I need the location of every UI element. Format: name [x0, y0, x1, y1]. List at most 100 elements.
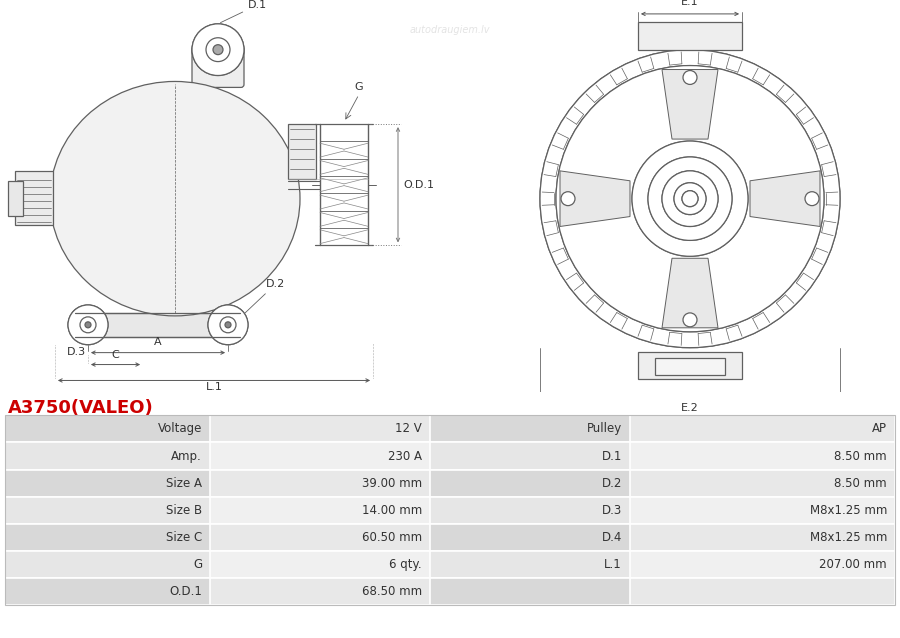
Circle shape [805, 191, 819, 205]
Text: 207.00 mm: 207.00 mm [819, 558, 887, 571]
Polygon shape [588, 97, 653, 162]
Text: Size B: Size B [166, 503, 202, 517]
Circle shape [648, 157, 732, 241]
Text: E.1: E.1 [681, 0, 698, 7]
Bar [8, 181, 23, 216]
Circle shape [540, 50, 840, 348]
Bar [5, 443, 210, 470]
Bar [638, 352, 742, 380]
Polygon shape [560, 171, 630, 226]
Bar [430, 415, 630, 443]
Circle shape [556, 66, 824, 332]
Circle shape [556, 66, 824, 332]
Circle shape [632, 141, 748, 256]
Circle shape [540, 50, 840, 348]
Text: 6 qty.: 6 qty. [390, 558, 422, 571]
Circle shape [683, 313, 697, 327]
Text: Size C: Size C [166, 531, 202, 544]
Text: Size A: Size A [166, 477, 202, 489]
Text: 12 V: 12 V [395, 422, 422, 436]
Text: M8x1.25 mm: M8x1.25 mm [810, 503, 887, 517]
Text: D.4: D.4 [601, 531, 622, 544]
Circle shape [632, 141, 748, 256]
Circle shape [213, 45, 223, 55]
Text: Pulley: Pulley [587, 422, 622, 436]
Bar [5, 496, 895, 524]
Bar [5, 578, 210, 605]
Circle shape [674, 182, 706, 214]
Polygon shape [662, 258, 718, 328]
Circle shape [208, 305, 248, 345]
Bar [430, 470, 630, 496]
Circle shape [208, 305, 248, 345]
Bar [75, 313, 240, 337]
Text: D.2: D.2 [245, 279, 285, 313]
Bar [5, 551, 210, 578]
Circle shape [648, 157, 732, 241]
Text: L.1: L.1 [205, 382, 222, 392]
Text: autodraugiem.lv: autodraugiem.lv [410, 25, 490, 35]
Text: 230 A: 230 A [388, 450, 422, 463]
Bar [5, 524, 895, 551]
Text: D.1: D.1 [220, 0, 267, 22]
Bar [5, 443, 895, 470]
Bar [638, 22, 742, 50]
Text: A3750(VALEO): A3750(VALEO) [8, 399, 154, 417]
Text: L.1: L.1 [604, 558, 622, 571]
Bar [5, 496, 210, 524]
Circle shape [85, 322, 91, 328]
Text: G: G [355, 82, 364, 93]
Text: D.3: D.3 [602, 503, 622, 517]
Circle shape [682, 191, 698, 207]
Circle shape [68, 305, 108, 345]
Circle shape [662, 171, 718, 226]
Text: D.3: D.3 [67, 346, 86, 357]
Text: A: A [154, 337, 162, 346]
Polygon shape [727, 235, 793, 300]
Circle shape [192, 24, 244, 75]
Circle shape [674, 182, 706, 214]
Bar [430, 524, 630, 551]
Bar [5, 470, 210, 496]
Circle shape [80, 317, 96, 333]
Ellipse shape [50, 82, 300, 316]
Circle shape [68, 305, 108, 345]
Circle shape [220, 317, 236, 333]
Bar [5, 415, 210, 443]
Polygon shape [662, 70, 718, 139]
Circle shape [561, 191, 575, 205]
Text: 8.50 mm: 8.50 mm [834, 477, 887, 489]
Circle shape [662, 171, 718, 226]
Circle shape [683, 71, 697, 84]
Text: E.2: E.2 [681, 403, 699, 413]
Bar [430, 551, 630, 578]
Bar [430, 443, 630, 470]
Circle shape [225, 322, 231, 328]
Text: 68.50 mm: 68.50 mm [362, 585, 422, 598]
Text: AP: AP [872, 422, 887, 436]
Text: 60.50 mm: 60.50 mm [362, 531, 422, 544]
Text: D.1: D.1 [601, 450, 622, 463]
Bar [5, 524, 210, 551]
Bar [430, 496, 630, 524]
Circle shape [206, 38, 230, 62]
Bar [5, 470, 895, 496]
Circle shape [192, 24, 244, 75]
Bar [15, 171, 53, 225]
Bar [5, 415, 895, 443]
Text: Amp.: Amp. [171, 450, 202, 463]
Bar [5, 551, 895, 578]
Bar [655, 358, 725, 376]
Text: O.D.1: O.D.1 [169, 585, 202, 598]
Text: C: C [112, 350, 120, 360]
Text: G: G [193, 558, 202, 571]
Polygon shape [588, 235, 653, 300]
FancyBboxPatch shape [192, 47, 244, 87]
Bar [288, 124, 316, 179]
Text: M8x1.25 mm: M8x1.25 mm [810, 531, 887, 544]
Text: Voltage: Voltage [158, 422, 202, 436]
Circle shape [682, 191, 698, 207]
Text: O.D.1: O.D.1 [403, 180, 434, 189]
Polygon shape [727, 97, 793, 162]
Text: 39.00 mm: 39.00 mm [362, 477, 422, 489]
